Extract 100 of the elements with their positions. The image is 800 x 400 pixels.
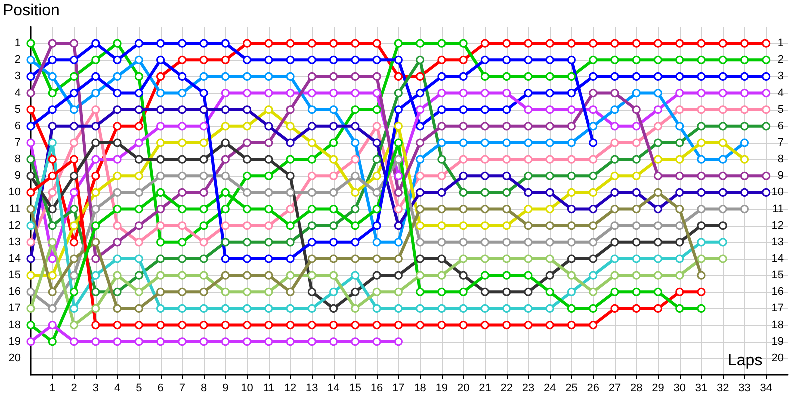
point: [502, 205, 512, 214]
point: [92, 238, 100, 247]
point: [589, 288, 598, 296]
point: [654, 155, 662, 164]
point: [264, 271, 274, 280]
point: [330, 56, 338, 64]
point: [502, 72, 512, 81]
point: [416, 172, 425, 180]
point: [676, 106, 684, 114]
point: [113, 304, 122, 313]
point: [697, 288, 706, 296]
point: [221, 254, 230, 264]
point: [632, 238, 641, 247]
point: [178, 338, 187, 346]
point: [632, 138, 641, 148]
point: [567, 138, 576, 148]
point: [416, 238, 425, 247]
x-tick-label: 34: [760, 382, 772, 394]
point: [156, 72, 166, 81]
point: [330, 271, 338, 280]
point: [589, 222, 598, 230]
y-tick-label: 6: [14, 120, 21, 132]
point: [502, 321, 512, 330]
point: [524, 321, 533, 330]
point: [567, 122, 576, 131]
x-tick-label: 12: [284, 382, 297, 394]
point: [524, 155, 533, 164]
point: [48, 304, 57, 313]
point: [200, 172, 208, 180]
point: [70, 205, 79, 214]
point: [243, 338, 252, 346]
point: [524, 56, 533, 64]
point: [459, 288, 468, 296]
point: [718, 72, 728, 81]
point: [70, 72, 79, 81]
point: [502, 188, 512, 197]
point: [654, 205, 662, 214]
y2-tick-label: 1: [778, 38, 784, 50]
point: [243, 122, 252, 131]
x-tick-label: 2: [71, 382, 78, 394]
point: [610, 271, 620, 280]
point: [113, 271, 122, 280]
y2-tick-label: 16: [772, 286, 784, 298]
point: [502, 172, 512, 180]
point: [416, 155, 425, 164]
point: [330, 238, 338, 247]
point: [92, 222, 100, 230]
point: [134, 321, 144, 330]
point: [567, 56, 576, 64]
point: [113, 188, 122, 197]
point: [459, 155, 468, 164]
point: [26, 56, 36, 64]
point: [286, 106, 295, 114]
point: [156, 122, 166, 131]
point: [546, 72, 554, 81]
point: [70, 304, 79, 313]
point: [394, 222, 403, 230]
point: [676, 72, 684, 81]
point: [480, 155, 490, 164]
point: [676, 138, 684, 148]
point: [221, 56, 230, 64]
x-tick-label: 23: [522, 382, 535, 394]
point: [264, 106, 274, 114]
point: [308, 254, 316, 264]
point: [70, 338, 79, 346]
point: [70, 172, 79, 180]
point: [416, 39, 425, 48]
point: [718, 56, 728, 64]
point: [134, 39, 144, 48]
point: [308, 338, 316, 346]
point: [330, 205, 338, 214]
point: [92, 138, 100, 148]
point: [243, 238, 252, 247]
point: [372, 72, 382, 81]
point: [718, 89, 728, 98]
point: [178, 56, 187, 64]
point: [740, 188, 749, 197]
point: [113, 56, 122, 64]
point: [459, 138, 468, 148]
point: [48, 205, 57, 214]
point: [502, 56, 512, 64]
y-tick-label: 16: [8, 286, 21, 298]
y2-tick-label: 11: [772, 203, 784, 216]
point: [264, 238, 274, 247]
y-tick-label: 11: [10, 203, 21, 216]
point: [308, 321, 316, 330]
point: [394, 304, 403, 313]
point: [156, 254, 166, 264]
point: [48, 271, 57, 280]
point: [676, 39, 684, 48]
point: [351, 271, 360, 280]
x-tick-label: 16: [370, 382, 384, 394]
x-tick-label: 5: [136, 382, 142, 394]
point: [308, 205, 316, 214]
point: [92, 205, 100, 214]
point: [70, 106, 79, 114]
point: [480, 271, 490, 280]
point: [92, 72, 100, 81]
point: [589, 39, 598, 48]
point: [243, 254, 252, 264]
